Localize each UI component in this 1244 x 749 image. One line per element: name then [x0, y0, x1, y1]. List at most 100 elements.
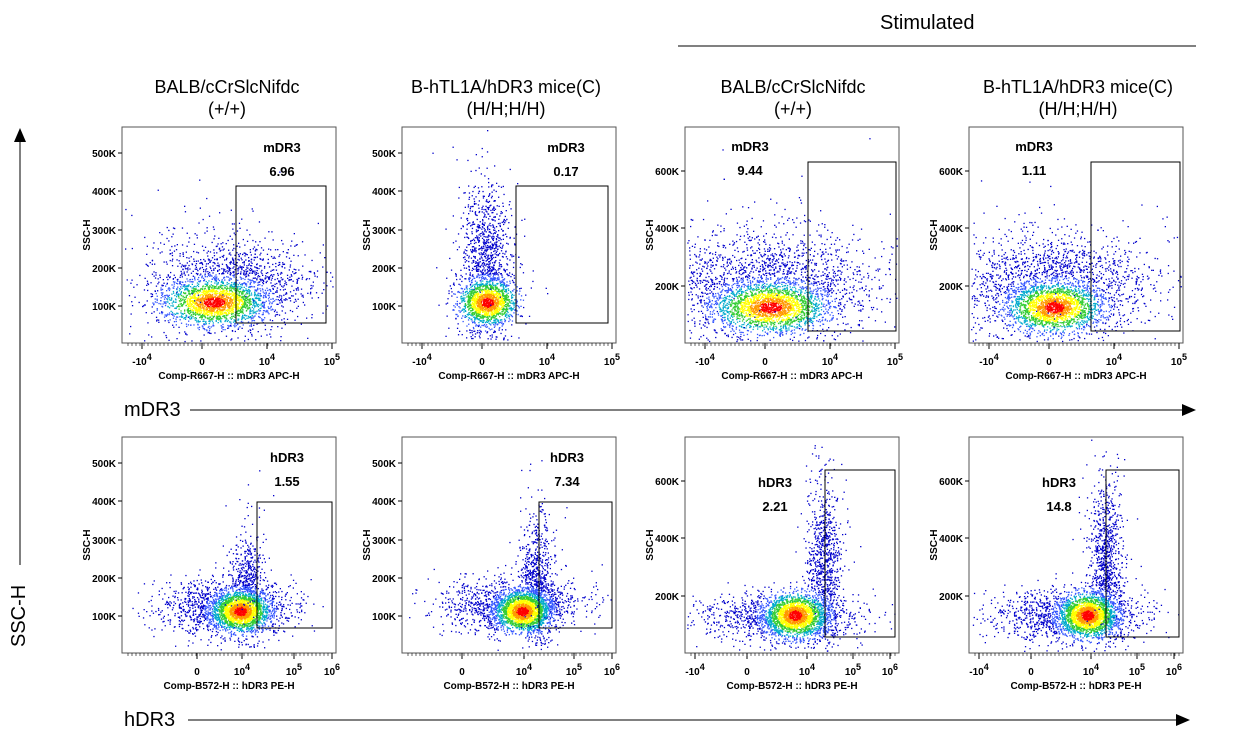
- event-dot: [456, 296, 458, 298]
- event-dot: [455, 313, 457, 316]
- event-dot: [161, 305, 163, 308]
- event-dot: [192, 294, 194, 296]
- event-dot: [213, 228, 215, 231]
- event-dot: [248, 279, 251, 281]
- event-dot: [279, 289, 282, 291]
- event-dot: [476, 298, 479, 300]
- event-dot: [492, 233, 494, 235]
- event-dot: [228, 299, 231, 302]
- event-dot: [283, 299, 285, 301]
- event-dot: [253, 246, 256, 248]
- event-dot: [219, 289, 221, 291]
- event-dot: [221, 299, 224, 301]
- event-dot: [499, 322, 501, 324]
- event-dot: [488, 264, 490, 266]
- event-dot: [279, 261, 281, 264]
- event-dot: [238, 292, 240, 294]
- event-dot: [293, 273, 295, 275]
- event-dot: [212, 310, 214, 312]
- event-dot: [192, 301, 194, 303]
- event-dot: [259, 307, 261, 310]
- event-dot: [268, 294, 270, 297]
- event-dot: [482, 310, 484, 312]
- event-dot: [227, 313, 230, 315]
- event-dot: [237, 286, 239, 288]
- event-dot: [520, 299, 522, 301]
- event-dot: [217, 317, 219, 319]
- event-dot: [446, 302, 449, 304]
- event-dot: [281, 310, 283, 312]
- event-dot: [464, 300, 466, 302]
- event-dot: [261, 278, 263, 281]
- event-dot: [493, 317, 495, 319]
- event-dot: [195, 312, 198, 314]
- event-dot: [473, 186, 475, 189]
- event-dot: [217, 311, 219, 314]
- event-dot: [492, 294, 494, 296]
- event-dot: [466, 330, 468, 332]
- event-dot: [216, 264, 218, 267]
- event-dot: [291, 240, 293, 242]
- event-dot: [456, 249, 459, 251]
- event-dot: [213, 249, 215, 251]
- event-dot: [180, 300, 182, 302]
- event-dot: [489, 297, 492, 299]
- event-dot: [254, 277, 256, 279]
- event-dot: [498, 302, 501, 304]
- event-dot: [484, 299, 486, 301]
- event-dot: [244, 340, 246, 342]
- event-dot: [198, 298, 200, 300]
- event-dot: [156, 298, 158, 300]
- event-dot: [203, 311, 205, 313]
- event-dot: [205, 292, 207, 294]
- event-dot: [489, 300, 491, 302]
- event-dot: [207, 271, 209, 273]
- event-dot: [242, 302, 244, 304]
- event-dot: [200, 304, 202, 306]
- event-dot: [200, 300, 202, 302]
- event-dot: [189, 307, 191, 310]
- event-dot: [481, 308, 483, 310]
- event-dot: [224, 304, 227, 307]
- event-dot: [287, 249, 289, 251]
- event-dot: [267, 310, 269, 312]
- y-axis-label: SSC-H: [82, 219, 93, 250]
- event-dot: [514, 309, 516, 311]
- event-dot: [199, 303, 201, 305]
- event-dot: [220, 314, 222, 316]
- event-dot: [272, 300, 274, 303]
- event-dot: [491, 298, 493, 300]
- event-dot: [484, 300, 486, 302]
- event-dot: [215, 305, 217, 308]
- event-dot: [231, 305, 233, 307]
- event-dot: [479, 296, 481, 298]
- event-dot: [207, 313, 209, 316]
- event-dot: [126, 279, 128, 281]
- event-dot: [176, 312, 178, 314]
- event-dot: [471, 300, 473, 302]
- event-dot: [221, 255, 223, 258]
- event-dot: [146, 245, 148, 247]
- event-dot: [157, 290, 159, 292]
- event-dot: [489, 281, 491, 283]
- event-dot: [220, 243, 222, 245]
- event-dot: [174, 294, 176, 297]
- event-dot: [468, 323, 470, 325]
- event-dot: [259, 258, 261, 260]
- event-dot: [255, 272, 258, 274]
- event-dot: [207, 263, 209, 265]
- event-dot: [506, 313, 508, 315]
- plot-frame: [121, 126, 337, 344]
- event-dot: [230, 323, 232, 325]
- event-dot: [496, 307, 499, 309]
- event-dot: [508, 222, 510, 224]
- event-dot: [241, 318, 243, 320]
- event-dot: [188, 237, 191, 239]
- event-dot: [233, 272, 235, 274]
- event-dot: [471, 293, 473, 295]
- event-dot: [190, 296, 192, 298]
- event-dot: [258, 315, 260, 318]
- event-dot: [209, 304, 211, 306]
- event-dot: [276, 287, 279, 289]
- event-dot: [184, 317, 186, 319]
